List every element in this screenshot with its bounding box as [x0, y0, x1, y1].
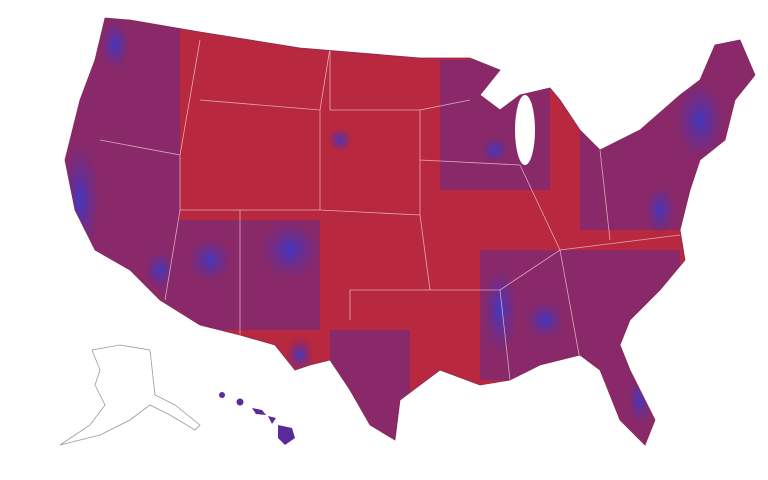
- blue-spot: [645, 185, 675, 235]
- alaska-outline: [59, 344, 201, 446]
- blue-spot: [482, 265, 518, 355]
- lake-michigan: [515, 95, 535, 165]
- hawaii-island: [278, 425, 295, 445]
- border-lines: [99, 39, 681, 381]
- blue-spot: [286, 337, 314, 373]
- blue-spot: [525, 300, 565, 340]
- hawaii-island: [252, 408, 266, 415]
- blue-spot: [145, 250, 175, 290]
- hawaii: [219, 392, 295, 445]
- hawaii-island: [268, 416, 276, 424]
- blue-spot: [628, 375, 652, 425]
- us-outline: [64, 17, 756, 446]
- hawaii-island: [236, 398, 244, 406]
- blue-spot: [675, 80, 725, 160]
- blue-spot: [260, 220, 320, 280]
- blue-spot: [481, 136, 509, 164]
- blue-spots: [65, 20, 725, 425]
- blue-spot: [328, 128, 352, 152]
- blue-spot: [65, 140, 100, 260]
- blue-spot: [188, 238, 232, 282]
- northeast-region: [580, 30, 755, 230]
- hawaii-island: [219, 392, 225, 398]
- south-texas-region: [330, 330, 410, 445]
- blue-spot: [100, 20, 130, 70]
- state-borders: [99, 39, 681, 381]
